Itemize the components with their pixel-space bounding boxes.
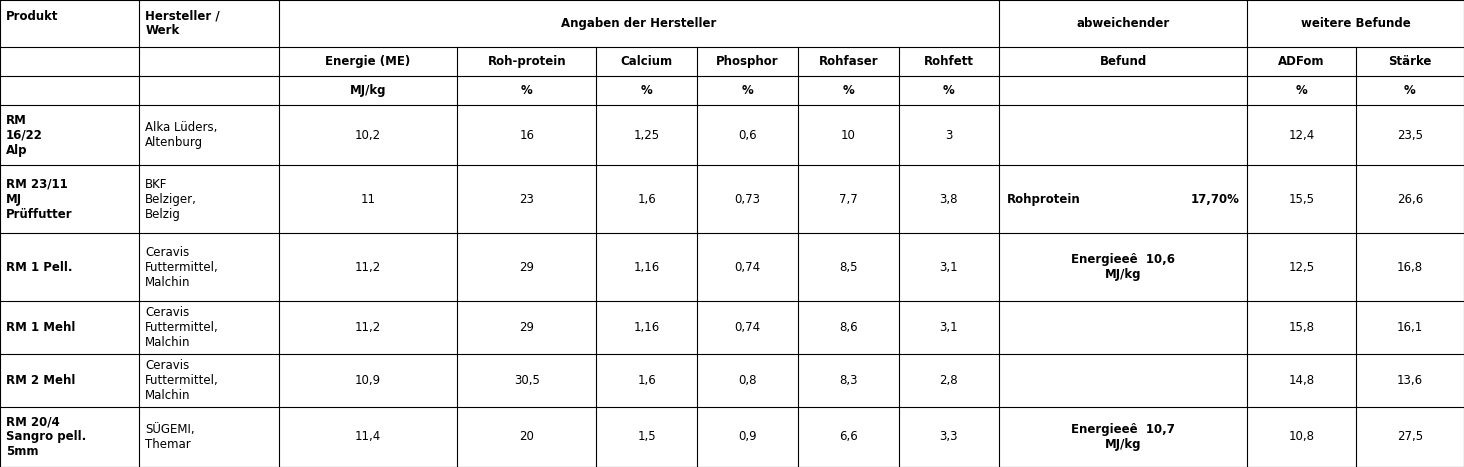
Text: ADFom: ADFom (1278, 55, 1325, 68)
Text: 27,5: 27,5 (1397, 431, 1423, 444)
Text: Angaben der Hersteller: Angaben der Hersteller (561, 17, 717, 30)
Text: Produkt: Produkt (6, 10, 59, 23)
Text: 6,6: 6,6 (839, 431, 858, 444)
Text: 10,2: 10,2 (354, 128, 381, 142)
Text: 0,73: 0,73 (735, 193, 760, 206)
Text: %: % (521, 84, 533, 97)
Text: Energieeê  10,7
MJ/kg: Energieeê 10,7 MJ/kg (1072, 423, 1176, 451)
Text: RM 20/4
Sangro pell.
5mm: RM 20/4 Sangro pell. 5mm (6, 416, 86, 459)
Text: 0,74: 0,74 (735, 321, 761, 334)
Text: 12,5: 12,5 (1288, 261, 1315, 274)
Text: Energieeê  10,6
MJ/kg: Energieeê 10,6 MJ/kg (1072, 254, 1176, 282)
Text: 14,8: 14,8 (1288, 374, 1315, 387)
Text: 1,6: 1,6 (637, 374, 656, 387)
Text: 1,5: 1,5 (637, 431, 656, 444)
Text: 17,70%: 17,70% (1190, 193, 1240, 206)
Text: Rohprotein: Rohprotein (1007, 193, 1080, 206)
Text: 11,4: 11,4 (354, 431, 381, 444)
Text: 1,16: 1,16 (634, 261, 660, 274)
Text: 11,2: 11,2 (354, 321, 381, 334)
Text: 20: 20 (520, 431, 534, 444)
Text: %: % (641, 84, 653, 97)
Text: Rohfett: Rohfett (924, 55, 974, 68)
Text: 0,9: 0,9 (738, 431, 757, 444)
Text: RM 2 Mehl: RM 2 Mehl (6, 374, 75, 387)
Text: 0,8: 0,8 (738, 374, 757, 387)
Text: 8,6: 8,6 (839, 321, 858, 334)
Text: 7,7: 7,7 (839, 193, 858, 206)
Text: 16: 16 (520, 128, 534, 142)
Text: BKF
Belziger,
Belzig: BKF Belziger, Belzig (145, 178, 198, 221)
Text: 0,6: 0,6 (738, 128, 757, 142)
Text: Alka Lüders,
Altenburg: Alka Lüders, Altenburg (145, 121, 218, 149)
Text: 1,25: 1,25 (634, 128, 660, 142)
Text: Stärke: Stärke (1388, 55, 1432, 68)
Text: 3,1: 3,1 (940, 261, 959, 274)
Text: Roh-protein: Roh-protein (488, 55, 567, 68)
Text: 30,5: 30,5 (514, 374, 540, 387)
Text: 10,9: 10,9 (354, 374, 381, 387)
Text: 29: 29 (520, 321, 534, 334)
Text: 3,3: 3,3 (940, 431, 957, 444)
Text: 11: 11 (360, 193, 375, 206)
Text: Rohfaser: Rohfaser (818, 55, 878, 68)
Text: %: % (1404, 84, 1416, 97)
Text: 29: 29 (520, 261, 534, 274)
Text: 13,6: 13,6 (1397, 374, 1423, 387)
Text: MJ/kg: MJ/kg (350, 84, 386, 97)
Text: 1,6: 1,6 (637, 193, 656, 206)
Text: RM 1 Mehl: RM 1 Mehl (6, 321, 75, 334)
Text: %: % (1296, 84, 1307, 97)
Text: 23: 23 (520, 193, 534, 206)
Text: 3,1: 3,1 (940, 321, 959, 334)
Text: Befund: Befund (1099, 55, 1146, 68)
Text: weitere Befunde: weitere Befunde (1300, 17, 1410, 30)
Text: abweichender: abweichender (1076, 17, 1170, 30)
Text: Energie (ME): Energie (ME) (325, 55, 410, 68)
Text: Calcium: Calcium (621, 55, 673, 68)
Text: 0,74: 0,74 (735, 261, 761, 274)
Text: 3: 3 (946, 128, 953, 142)
Text: 3,8: 3,8 (940, 193, 957, 206)
Text: 10: 10 (840, 128, 855, 142)
Text: SÜGEMI,
Themar: SÜGEMI, Themar (145, 423, 195, 451)
Text: 11,2: 11,2 (354, 261, 381, 274)
Text: 2,8: 2,8 (940, 374, 959, 387)
Text: Ceravis
Futtermittel,
Malchin: Ceravis Futtermittel, Malchin (145, 306, 220, 349)
Text: RM
16/22
Alp: RM 16/22 Alp (6, 113, 42, 156)
Text: %: % (943, 84, 955, 97)
Text: 16,1: 16,1 (1397, 321, 1423, 334)
Text: Phosphor: Phosphor (716, 55, 779, 68)
Text: 1,16: 1,16 (634, 321, 660, 334)
Text: %: % (742, 84, 754, 97)
Text: 8,5: 8,5 (839, 261, 858, 274)
Text: Hersteller /
Werk: Hersteller / Werk (145, 9, 220, 37)
Text: 10,8: 10,8 (1288, 431, 1315, 444)
Text: Ceravis
Futtermittel,
Malchin: Ceravis Futtermittel, Malchin (145, 246, 220, 289)
Text: %: % (842, 84, 854, 97)
Text: RM 1 Pell.: RM 1 Pell. (6, 261, 72, 274)
Text: 15,8: 15,8 (1288, 321, 1315, 334)
Text: 12,4: 12,4 (1288, 128, 1315, 142)
Text: Ceravis
Futtermittel,
Malchin: Ceravis Futtermittel, Malchin (145, 359, 220, 402)
Text: 15,5: 15,5 (1288, 193, 1315, 206)
Text: 26,6: 26,6 (1397, 193, 1423, 206)
Text: 16,8: 16,8 (1397, 261, 1423, 274)
Text: RM 23/11
MJ
Prüffutter: RM 23/11 MJ Prüffutter (6, 178, 73, 221)
Text: 8,3: 8,3 (839, 374, 858, 387)
Text: 23,5: 23,5 (1397, 128, 1423, 142)
